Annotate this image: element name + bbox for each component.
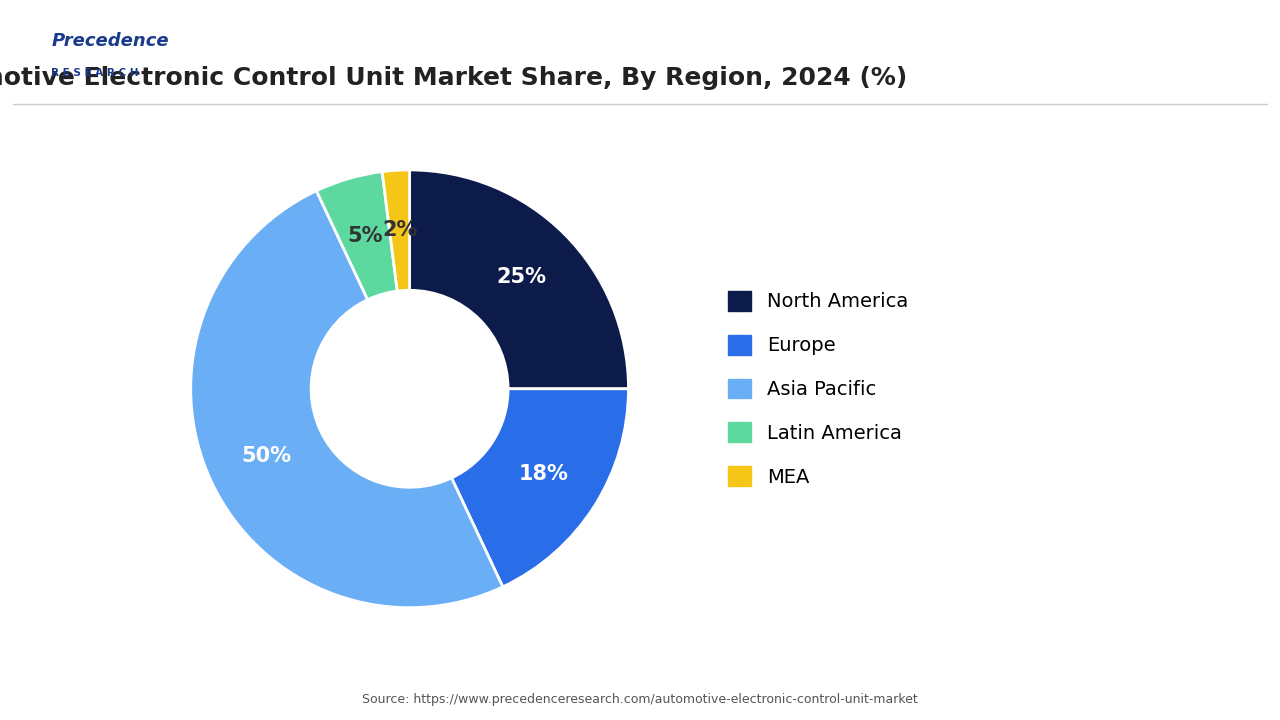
Text: 50%: 50% [241, 446, 291, 467]
Text: Source: https://www.precedenceresearch.com/automotive-electronic-control-unit-ma: Source: https://www.precedenceresearch.c… [362, 693, 918, 706]
Legend: North America, Europe, Asia Pacific, Latin America, MEA: North America, Europe, Asia Pacific, Lat… [721, 283, 916, 495]
Title: Automotive Electronic Control Unit Market Share, By Region, 2024 (%): Automotive Electronic Control Unit Marke… [0, 66, 908, 90]
Text: 25%: 25% [497, 266, 547, 287]
Wedge shape [191, 191, 503, 608]
Wedge shape [410, 170, 628, 389]
Text: Precedence: Precedence [51, 32, 169, 50]
Wedge shape [452, 389, 628, 587]
Wedge shape [316, 171, 397, 300]
Text: R E S E A R C H: R E S E A R C H [51, 68, 138, 78]
Text: 5%: 5% [348, 226, 383, 246]
Text: 2%: 2% [381, 220, 417, 240]
Text: 18%: 18% [518, 464, 568, 484]
Wedge shape [383, 170, 410, 291]
